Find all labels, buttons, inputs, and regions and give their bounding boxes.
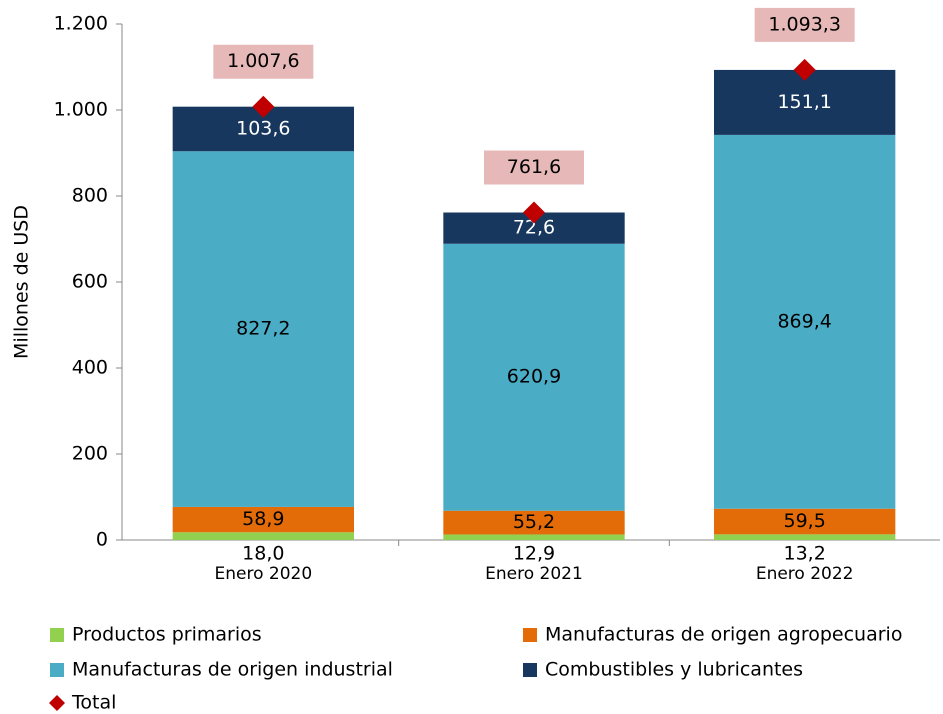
legend-swatch (50, 663, 64, 677)
data-label: 59,5 (784, 510, 826, 532)
total-label-box (754, 7, 855, 42)
y-tick-label: 1.000 (54, 99, 108, 121)
bar-segment (713, 134, 896, 509)
data-label: 72,6 (513, 217, 555, 239)
bar-segment (443, 510, 625, 535)
y-tick-label: 0 (96, 529, 108, 551)
y-axis-label: Millones de USD (11, 205, 33, 359)
bar-segment (713, 534, 896, 540)
data-label: 58,9 (242, 508, 284, 530)
legend-label: Combustibles y lubricantes (545, 659, 803, 681)
data-label: 869,4 (777, 310, 831, 332)
legend-swatch (523, 663, 537, 677)
total-label-box (213, 44, 314, 79)
data-label: 151,1 (777, 91, 831, 113)
bar-segment (443, 534, 625, 540)
y-tick-label: 600 (72, 271, 108, 293)
total-marker (252, 95, 275, 118)
total-label: 761,6 (507, 156, 561, 178)
y-tick-label: 400 (72, 357, 108, 379)
total-label-box (484, 150, 584, 185)
data-label: 13,2 (784, 543, 826, 565)
legend-label: Total (71, 692, 116, 714)
y-tick-label: 800 (72, 185, 108, 207)
data-label: 12,9 (513, 543, 555, 565)
total-label: 1.007,6 (227, 50, 300, 72)
total-label: 1.093,3 (768, 13, 841, 35)
bar-segment (443, 243, 625, 511)
data-label: 827,2 (236, 318, 290, 340)
data-label: 103,6 (236, 117, 290, 139)
data-label: 18,0 (242, 543, 284, 565)
bar-segment (172, 532, 355, 540)
y-tick-label: 200 (72, 443, 108, 465)
bar-segment (172, 506, 355, 533)
legend-label: Productos primarios (72, 624, 262, 646)
total-marker (523, 201, 545, 224)
x-tick-label: Enero 2021 (485, 564, 583, 584)
legend-swatch (50, 628, 64, 642)
y-tick-label: 1.200 (54, 13, 108, 35)
data-label: 55,2 (513, 511, 555, 533)
legend-swatch (523, 628, 537, 642)
bar-segment (713, 508, 896, 535)
legend-label: Manufacturas de origen agropecuario (545, 624, 902, 646)
data-label: 620,9 (507, 366, 561, 388)
total-marker (793, 58, 816, 81)
legend-swatch (49, 695, 65, 711)
legend-label: Manufacturas de origen industrial (72, 659, 393, 681)
x-tick-label: Enero 2022 (756, 564, 854, 584)
bar-segment (172, 151, 355, 507)
x-tick-label: Enero 2020 (214, 564, 312, 584)
